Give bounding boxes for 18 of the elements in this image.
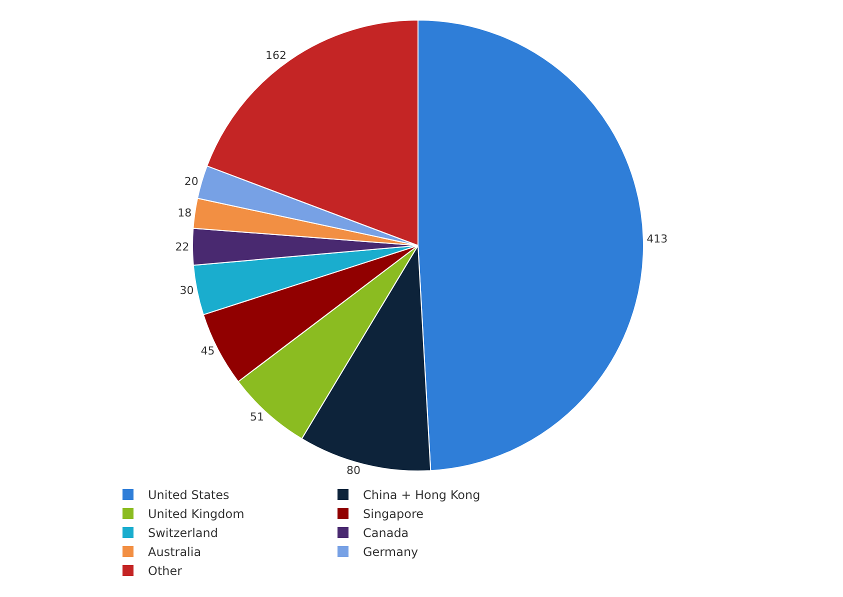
legend-label: Other — [148, 564, 182, 578]
data-label: 45 — [200, 344, 215, 358]
legend-label: China + Hong Kong — [363, 488, 480, 502]
data-label: 162 — [265, 49, 286, 62]
data-label: 20 — [184, 174, 198, 188]
data-label: 22 — [175, 240, 190, 254]
data-label: 51 — [250, 410, 264, 424]
legend-label: United Kingdom — [148, 507, 244, 522]
legend-label: Germany — [363, 545, 418, 560]
legend-label: Canada — [363, 526, 409, 540]
legend-label: Australia — [148, 545, 202, 560]
data-label: 18 — [178, 206, 192, 220]
data-label: 30 — [180, 284, 194, 298]
legend-label: Switzerland — [148, 526, 218, 540]
legend-label: United States — [148, 488, 230, 502]
legend-label: Singapore — [363, 507, 424, 522]
data-label: 413 — [646, 232, 668, 246]
data-label: 80 — [346, 464, 361, 478]
